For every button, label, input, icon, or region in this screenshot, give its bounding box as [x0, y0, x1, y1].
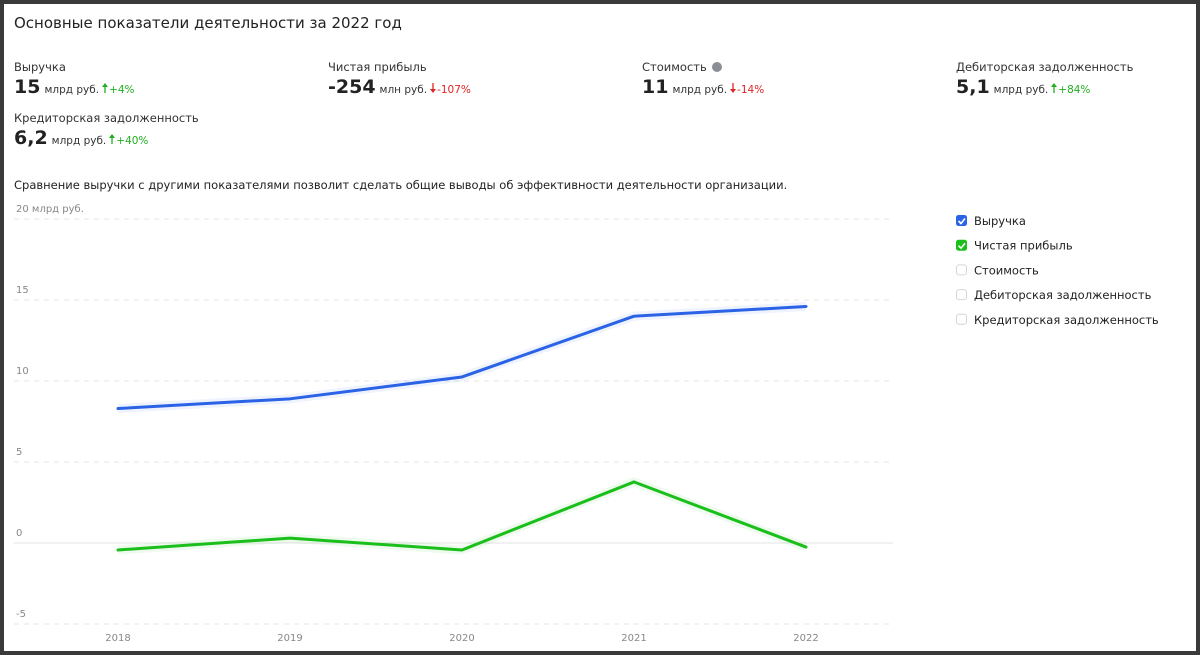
metric-label: Выручка: [14, 60, 135, 74]
metric-line: 15 млрд руб. +4%: [14, 76, 135, 98]
y-tick-label: 5: [16, 447, 22, 458]
legend-label[interactable]: Дебиторская задолженность: [974, 288, 1152, 302]
metric-line: 11 млрд руб. -14%: [642, 76, 764, 98]
metric-label: Кредиторская задолженность: [14, 111, 199, 125]
y-tick-label: 10: [16, 366, 29, 377]
change-arrow: [1051, 83, 1058, 93]
metric-label-text: Дебиторская задолженность: [956, 60, 1134, 74]
metric: Выручка 15 млрд руб. +4%: [14, 60, 135, 98]
y-tick-label: 0: [16, 528, 22, 539]
metric: Кредиторская задолженность 6,2 млрд руб. +4…: [14, 111, 199, 149]
metric-value: 15: [14, 76, 41, 98]
x-tick-label: 2020: [449, 633, 474, 644]
arrow-head: [109, 134, 116, 138]
metric: Чистая прибыль -254 млн руб. -107%: [328, 60, 471, 98]
y-tick-label: -5: [16, 609, 26, 620]
help-icon: [711, 62, 722, 72]
legend-checkbox[interactable]: [956, 239, 967, 251]
page-title: Основные показатели деятельности за 2022…: [14, 14, 402, 32]
metric-label-text: Кредиторская задолженность: [14, 111, 199, 125]
metric-change: -107%: [437, 84, 471, 96]
chart: -5 0 5 10 15 20 млрд руб. 2018 2019 2020 2021 2022…: [14, 204, 1159, 644]
metric-change: +4%: [109, 84, 135, 96]
legend-label[interactable]: Чистая прибыль: [974, 239, 1073, 253]
legend-label[interactable]: Стоимость: [974, 263, 1039, 277]
metric-label: Дебиторская задолженность: [956, 60, 1133, 74]
arrow-head: [430, 89, 437, 93]
legend-checkbox[interactable]: [956, 264, 967, 276]
series-line: [116, 480, 808, 552]
legend-checkbox[interactable]: [956, 289, 967, 301]
x-tick-label: 2018: [105, 633, 130, 644]
metric-unit: млрд руб.: [51, 135, 107, 147]
legend-checkbox[interactable]: [956, 215, 967, 226]
metric-line: -254 млн руб. -107%: [328, 76, 471, 98]
metric-value: 5,1: [956, 76, 990, 98]
metric-label-text: Чистая прибыль: [328, 60, 427, 74]
metric: Стоимость 11 млрд руб. -14%: [642, 60, 764, 98]
metric-value: -254: [328, 76, 376, 98]
metric-change: +84%: [1058, 84, 1091, 96]
metric-line: 5,1 млрд руб. +84%: [956, 76, 1133, 98]
metric-label-text: Стоимость: [642, 60, 707, 74]
metric-label: Чистая прибыль: [328, 60, 471, 74]
metric-unit: млрд руб.: [44, 84, 100, 96]
change-arrow: [102, 83, 109, 93]
metric-unit: млн руб.: [379, 84, 428, 96]
legend-checkbox[interactable]: [956, 313, 967, 325]
x-tick-label: 2019: [277, 633, 302, 644]
metric-label: Стоимость: [642, 60, 764, 74]
metric-unit: млрд руб.: [993, 84, 1049, 96]
legend-label[interactable]: Кредиторская задолженность: [974, 313, 1159, 327]
metric: Дебиторская задолженность 5,1 млрд руб. +84…: [956, 60, 1133, 98]
checkmark: [957, 218, 966, 225]
y-tick-label: 20 млрд руб.: [16, 204, 84, 215]
series-shadow: [117, 477, 808, 555]
metric-unit: млрд руб.: [672, 84, 728, 96]
arrow-head: [730, 89, 737, 93]
change-arrow: [430, 83, 437, 93]
metric-change: -14%: [737, 84, 765, 96]
metric-label-text: Выручка: [14, 60, 66, 74]
checkmark: [957, 242, 966, 250]
series-shadow: [117, 301, 807, 414]
metric-line: 6,2 млрд руб. +40%: [14, 127, 199, 149]
description: Сравнение выручки с другими показателями…: [14, 178, 788, 192]
change-arrow: [109, 134, 116, 144]
metric-value: 6,2: [14, 127, 48, 149]
y-tick-label: 15: [16, 285, 29, 296]
metric-value: 11: [642, 76, 669, 98]
x-tick-label: 2022: [793, 633, 818, 644]
change-arrow: [730, 83, 737, 93]
legend-label[interactable]: Выручка: [974, 214, 1026, 228]
x-tick-label: 2021: [621, 633, 646, 644]
metric-change: +40%: [116, 135, 149, 147]
series-line: [116, 304, 808, 411]
arrow-head: [1051, 83, 1058, 87]
arrow-head: [102, 83, 109, 87]
